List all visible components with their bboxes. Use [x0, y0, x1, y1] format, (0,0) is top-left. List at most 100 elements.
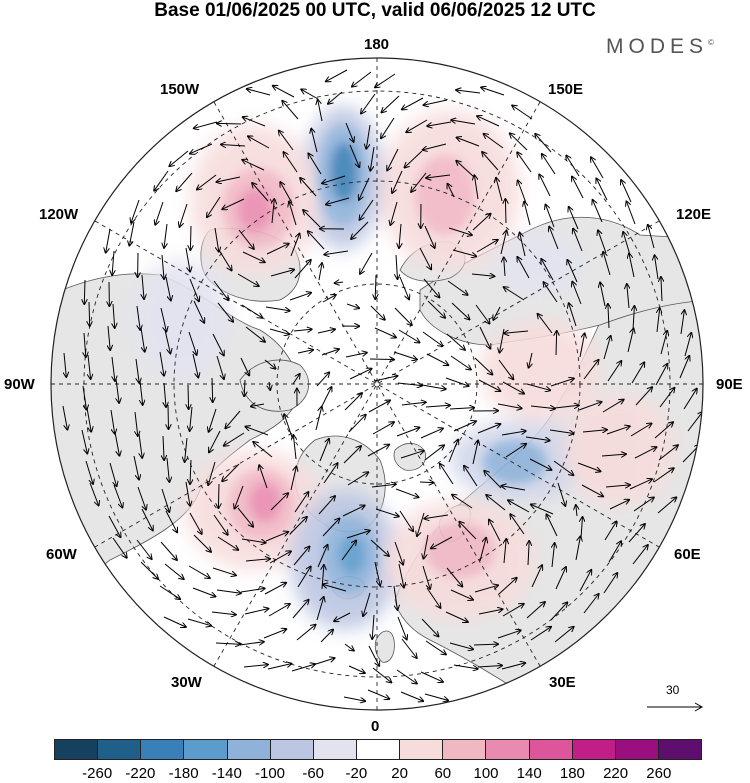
wind-vector [284, 414, 293, 438]
wind-vector [426, 175, 451, 178]
lon-label-90e: 90E [716, 376, 743, 393]
wind-vector [397, 616, 407, 639]
wind-vector [479, 538, 486, 562]
wind-vector [374, 327, 396, 338]
wind-vector [225, 410, 241, 428]
wind-vector [187, 618, 211, 626]
wind-vector [446, 567, 462, 587]
wind-vector [419, 482, 434, 483]
wind-vector [424, 225, 435, 248]
wind-vector [394, 307, 412, 325]
wind-vector [326, 69, 348, 81]
wind-vector [510, 133, 528, 151]
wind-vector [477, 666, 502, 668]
wind-vector [318, 496, 335, 515]
wind-vector [520, 233, 526, 257]
wind-vector [268, 604, 290, 617]
wind-vector [217, 176, 241, 182]
wind-vector [398, 563, 404, 588]
wind-vector [423, 143, 447, 150]
wind-vector [683, 389, 697, 410]
wind-vector [456, 161, 475, 178]
wind-vector [351, 221, 369, 239]
wind-vector [344, 393, 362, 411]
wind-vector [605, 485, 630, 487]
wind-vector [627, 329, 634, 353]
wind-vector [539, 175, 551, 197]
wind-vector [348, 665, 365, 673]
wind-vector [575, 536, 580, 561]
wind-vector [335, 282, 344, 283]
wind-vector [190, 406, 192, 431]
wind-vector [247, 89, 271, 96]
wind-vector [658, 445, 678, 461]
wind-vector [349, 144, 359, 167]
colorbar-swatch [400, 739, 444, 760]
wind-vector [400, 451, 424, 459]
wind-vector [517, 257, 530, 279]
wind-vector [546, 205, 555, 228]
wind-vector [504, 287, 525, 301]
wind-vector [448, 440, 458, 463]
wind-vector [505, 444, 526, 458]
wind-vector [300, 178, 317, 197]
wind-vector [583, 360, 599, 380]
wind-vector [239, 642, 264, 646]
colorbar-swatch [658, 739, 703, 760]
colorbar-swatch [356, 739, 401, 760]
wind-vector [164, 563, 184, 579]
colorbar-tick-label: -60 [302, 765, 325, 782]
wind-vector [241, 538, 266, 543]
colorbar-tick-label: -220 [125, 765, 156, 782]
wind-vector [633, 497, 654, 512]
wind-vector [393, 351, 417, 360]
wind-vector [556, 331, 557, 356]
wind-vector [110, 409, 115, 434]
wind-vector [577, 462, 601, 471]
wind-vector [81, 429, 87, 453]
wind-vector [108, 325, 110, 350]
wind-vector [252, 183, 269, 202]
wind-vector [411, 172, 427, 192]
pos-anomaly-russia-east [565, 395, 675, 505]
wind-vector [397, 383, 422, 386]
colorbar-tick-label: 220 [603, 765, 629, 782]
colorbar [54, 739, 703, 760]
map-disk [51, 58, 703, 710]
wind-vector [566, 156, 580, 177]
wind-vector [603, 252, 611, 276]
wind-vector [270, 270, 294, 277]
wind-vector [369, 359, 394, 360]
wind-vector [280, 182, 293, 204]
lon-label-120e: 120E [676, 206, 712, 223]
colorbar-tick-label: 180 [559, 765, 585, 782]
wind-vector [680, 310, 684, 335]
wind-vector [653, 468, 674, 483]
wind-vector [542, 154, 556, 175]
wind-vector [479, 326, 490, 349]
wind-vector [264, 583, 286, 595]
wind-vector [217, 123, 242, 124]
wind-vector [270, 493, 288, 511]
wind-vector [399, 510, 413, 531]
wind-vector [399, 276, 409, 299]
wind-vector [457, 138, 480, 147]
wind-vector [473, 644, 498, 645]
wind-vector [253, 442, 273, 458]
colorbar-tick-label: 100 [473, 765, 499, 782]
pos-core-labrador-inner [249, 482, 281, 522]
wind-vector [62, 405, 67, 430]
land-arctic-islands [239, 359, 309, 412]
modes-logo: MODES© [606, 35, 714, 58]
wind-vector [213, 514, 228, 535]
wind-vector [601, 454, 626, 456]
wind-vector [459, 522, 477, 540]
wind-vector [245, 326, 265, 342]
wind-vector [526, 602, 545, 619]
wind-vector [578, 402, 602, 411]
wind-vector [687, 412, 703, 432]
wind-vector [188, 331, 197, 355]
wind-vector [112, 356, 115, 381]
wind-vector [185, 247, 190, 272]
wind-vector [604, 522, 617, 541]
